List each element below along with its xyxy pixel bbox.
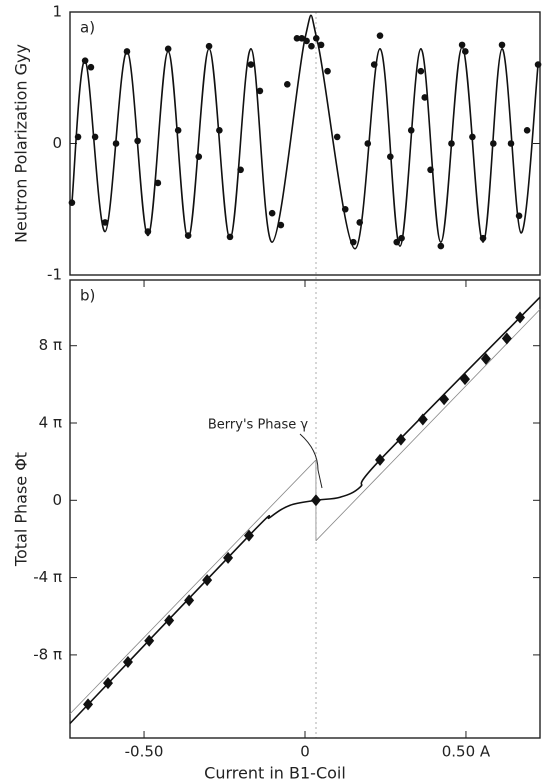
plot-frame — [69, 279, 541, 739]
diamond-marker — [122, 656, 133, 669]
diamond-marker — [375, 453, 386, 466]
diamond-marker — [202, 574, 213, 587]
data-point — [195, 153, 203, 160]
data-point — [417, 67, 425, 75]
panel-label: b) — [80, 287, 95, 305]
data-point — [123, 48, 131, 55]
data-point — [387, 153, 394, 160]
diamond-marker — [184, 594, 195, 607]
data-point — [174, 127, 182, 134]
data-point — [154, 179, 162, 187]
data-point — [370, 61, 378, 68]
data-point — [398, 234, 405, 242]
fit-curve — [69, 296, 541, 725]
data-point — [462, 48, 469, 55]
data-point — [317, 41, 325, 49]
data-point — [349, 238, 357, 246]
data-point — [268, 209, 276, 217]
diamond-marker — [144, 634, 155, 647]
data-point — [68, 199, 76, 206]
data-point — [356, 219, 364, 226]
data-point — [247, 61, 255, 68]
plot-frame — [69, 11, 541, 276]
data-point — [277, 221, 285, 229]
data-point — [237, 166, 244, 174]
data-point — [293, 35, 301, 42]
y-tick-label: -4 π — [33, 568, 62, 586]
data-point — [205, 42, 213, 50]
y-tick-label: -8 π — [33, 645, 62, 663]
diamond-marker — [480, 352, 491, 365]
data-point — [312, 35, 320, 42]
data-point — [437, 242, 445, 250]
data-point — [134, 137, 141, 145]
data-point — [333, 133, 341, 141]
data-point — [469, 133, 476, 141]
data-point — [303, 37, 310, 45]
data-point — [421, 94, 429, 101]
x-tick-label: 0.50 A — [442, 743, 491, 761]
diamond-marker — [395, 433, 406, 446]
data-point — [164, 45, 172, 53]
diamond-marker — [501, 332, 512, 345]
guide-line — [315, 309, 541, 541]
data-point — [393, 238, 401, 246]
diamond-marker — [439, 393, 450, 406]
data-point — [407, 127, 415, 134]
data-point — [81, 57, 89, 64]
x-tick-label: -0.50 — [125, 743, 164, 761]
diamond-marker — [83, 698, 94, 711]
y-tick-label: -1 — [47, 266, 62, 284]
data-point — [490, 140, 497, 147]
data-point — [458, 41, 466, 49]
y-tick-label: 1 — [52, 3, 62, 21]
y-axis-label: Neutron Polarization Gyy — [12, 44, 31, 243]
data-point — [226, 233, 234, 241]
data-point — [479, 234, 487, 242]
data-point — [298, 35, 306, 42]
data-point — [184, 232, 192, 239]
data-point — [364, 140, 372, 147]
annotation-arrow — [299, 433, 323, 489]
diamond-marker — [102, 677, 113, 690]
data-point — [324, 67, 331, 75]
data-point — [376, 32, 384, 39]
data-point — [112, 140, 120, 147]
data-point — [534, 61, 542, 68]
data-point — [341, 205, 349, 213]
x-tick-label: 0 — [300, 743, 310, 761]
data-point — [448, 140, 455, 147]
diamond-marker — [459, 373, 470, 386]
y-tick-label: 4 π — [39, 414, 62, 432]
y-tick-label: 8 π — [39, 336, 62, 354]
y-tick-label: 0 — [52, 134, 62, 152]
panel-label: a) — [80, 19, 95, 37]
x-axis-label: Current in B1-Coil — [204, 764, 346, 783]
y-axis-label: Total Phase Φt — [12, 452, 31, 567]
diamond-marker — [223, 551, 234, 564]
data-point — [427, 166, 434, 174]
diamond-marker — [310, 494, 321, 507]
data-point — [74, 133, 82, 141]
y-tick-label: 0 — [52, 491, 62, 509]
diamond-marker — [243, 529, 254, 542]
data-point — [515, 212, 523, 220]
data-point — [308, 42, 315, 50]
data-point — [91, 133, 99, 141]
data-point — [256, 87, 264, 95]
data-point — [87, 63, 95, 71]
data-point — [283, 81, 291, 88]
annotation: Berry's Phase γ — [208, 418, 308, 433]
data-point — [498, 41, 506, 49]
guide-line — [69, 459, 317, 715]
data-point — [523, 127, 531, 134]
diamond-marker — [515, 311, 526, 324]
data-point — [507, 140, 515, 147]
data-point — [144, 228, 152, 235]
data-point — [101, 219, 109, 226]
data-point — [216, 127, 223, 134]
diamond-marker — [164, 614, 175, 627]
diamond-marker — [417, 413, 428, 426]
